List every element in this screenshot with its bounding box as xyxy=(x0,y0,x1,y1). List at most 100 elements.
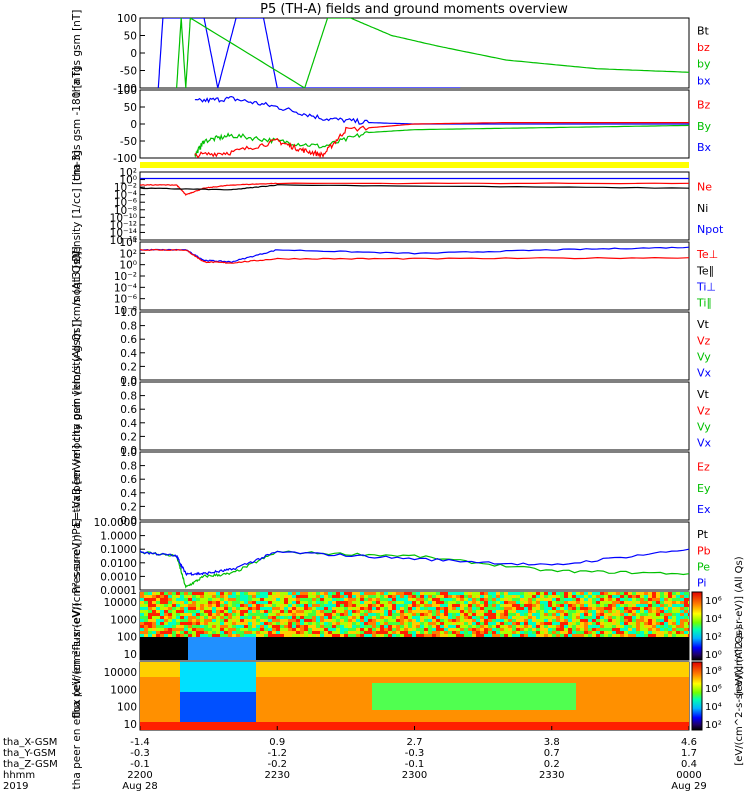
spectrogram-cell xyxy=(644,655,648,658)
spectrogram-cell xyxy=(232,698,236,701)
spectrogram-cell xyxy=(600,592,604,595)
spectrogram-cell xyxy=(660,652,664,655)
spectrogram-cell xyxy=(488,658,492,660)
spectrogram-cell xyxy=(296,677,300,680)
spectrogram-cell xyxy=(308,710,312,713)
spectrogram-cell xyxy=(540,640,544,643)
spectrogram-cell xyxy=(640,649,644,652)
spectrogram-cell xyxy=(260,671,264,674)
y-tick-label: 10⁻⁶ xyxy=(114,294,137,306)
y-tick-label: 0.0 xyxy=(120,375,137,387)
spectrogram-cell xyxy=(412,604,416,607)
spectrogram-cell xyxy=(272,613,276,616)
spectrogram-cell xyxy=(528,616,532,619)
spectrogram-cell xyxy=(148,601,152,604)
spectrogram-cell xyxy=(168,634,172,637)
spectrogram-cell xyxy=(140,634,144,637)
spectrogram-cell xyxy=(368,713,372,716)
spectrogram-cell xyxy=(468,622,472,625)
spectrogram-cell xyxy=(344,710,348,713)
spectrogram-cell xyxy=(392,640,396,643)
spectrogram-cell xyxy=(528,604,532,607)
spectrogram-cell xyxy=(584,601,588,604)
spectrogram-cell xyxy=(168,607,172,610)
spectrogram-cell xyxy=(576,637,580,640)
spectrogram-cell xyxy=(240,595,244,598)
spectrogram-cell xyxy=(140,646,144,649)
spectrogram-cell xyxy=(608,595,612,598)
spectrogram-cell xyxy=(528,622,532,625)
spectrogram-cell xyxy=(232,686,236,689)
spectrogram-cell xyxy=(612,619,616,622)
spectrogram-cell xyxy=(380,662,384,665)
spectrogram-cell xyxy=(184,655,188,658)
spectrogram-cell xyxy=(312,683,316,686)
spectrogram-cell xyxy=(552,631,556,634)
spectrogram-cell xyxy=(400,634,404,637)
spectrogram-cell xyxy=(292,704,296,707)
spectrogram-cell xyxy=(404,643,408,646)
spectrogram-cell xyxy=(444,637,448,640)
spectrogram-cell xyxy=(328,689,332,692)
spectrogram-cell xyxy=(672,595,676,598)
spectrogram-cell xyxy=(320,686,324,689)
spectrogram-cell xyxy=(644,610,648,613)
spectrogram-cell xyxy=(584,637,588,640)
spectrogram-cell xyxy=(280,665,284,668)
spectrogram-cell xyxy=(152,722,156,725)
spectrogram-cell xyxy=(652,646,656,649)
spectrogram-cell xyxy=(228,692,232,695)
spectrogram-cell xyxy=(176,728,180,730)
spectrogram-cell xyxy=(508,625,512,628)
spectrogram-cell xyxy=(352,683,356,686)
spectrogram-cell xyxy=(144,613,148,616)
spectrogram-cell xyxy=(612,643,616,646)
legend-label: Bz xyxy=(697,99,711,112)
spectrogram-cell xyxy=(672,625,676,628)
spectrogram-cell xyxy=(560,658,564,660)
spectrogram-cell xyxy=(552,601,556,604)
spectrogram-cell xyxy=(584,613,588,616)
spectrogram-cell xyxy=(424,628,428,631)
spectrogram-cell xyxy=(216,662,220,665)
spectrogram-cell xyxy=(180,719,184,722)
spectrogram-cell xyxy=(484,601,488,604)
spectrogram-cell xyxy=(348,728,352,730)
spectrogram-cell xyxy=(348,671,352,674)
spectrogram-cell xyxy=(168,595,172,598)
spectrogram-cell xyxy=(184,631,188,634)
spectrogram-cell xyxy=(360,631,364,634)
spectrogram-cell xyxy=(400,686,404,689)
spectrogram-cell xyxy=(540,625,544,628)
spectrogram-cell xyxy=(400,713,404,716)
spectrogram-cell xyxy=(340,607,344,610)
legend-label: Vx xyxy=(697,437,712,450)
spectrogram-cell xyxy=(324,628,328,631)
spectrogram-cell xyxy=(344,595,348,598)
spectrogram-cell xyxy=(408,649,412,652)
spectrogram-cell xyxy=(500,598,504,601)
spectrogram-cell xyxy=(228,662,232,665)
spectrogram-cell xyxy=(460,619,464,622)
spectrogram-cell xyxy=(552,628,556,631)
spectrogram-cell xyxy=(464,598,468,601)
spectrogram-cell xyxy=(244,692,248,695)
spectrogram-cell xyxy=(328,613,332,616)
spectrogram-cell xyxy=(160,704,164,707)
spectrogram-cell xyxy=(384,595,388,598)
spectrogram-cell xyxy=(556,652,560,655)
spectrogram-cell xyxy=(288,710,292,713)
spectrogram-cell xyxy=(556,649,560,652)
spectrogram-cell xyxy=(564,613,568,616)
spectrogram-cell xyxy=(324,710,328,713)
spectrogram-cell xyxy=(416,610,420,613)
spectrogram-cell xyxy=(448,637,452,640)
spectrogram-cell xyxy=(436,646,440,649)
spectrogram-cell xyxy=(680,595,684,598)
spectrogram-cell xyxy=(436,607,440,610)
spectrogram-cell xyxy=(284,728,288,730)
spectrogram-cell xyxy=(200,716,204,719)
spectrogram-cell xyxy=(156,646,160,649)
spectrogram-cell xyxy=(340,665,344,668)
spectrogram-cell xyxy=(164,725,168,728)
